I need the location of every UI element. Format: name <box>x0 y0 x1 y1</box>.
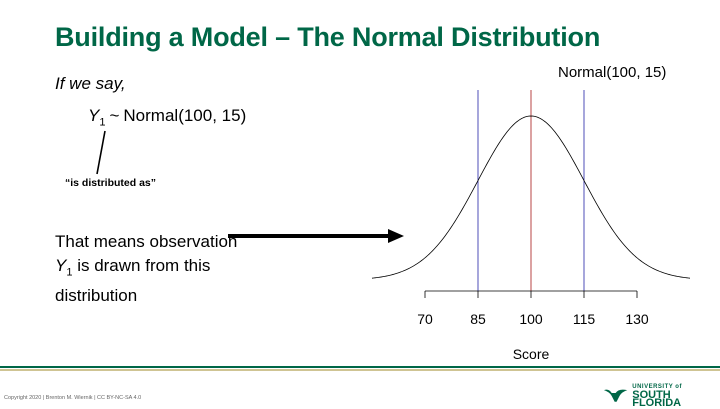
body-text: That means observation Y1 is drawn from … <box>55 230 270 308</box>
body-line-1: That means observation <box>55 232 238 251</box>
x-tick-label-115: 115 <box>573 311 596 327</box>
logo-small-text: UNIVERSITY of <box>632 384 682 390</box>
annotation-label: “is distributed as” <box>65 177 157 189</box>
x-axis-label: Score <box>513 346 550 362</box>
usf-logo: UNIVERSITY of SOUTH FLORIDA <box>603 383 720 409</box>
formula-variable: Y <box>88 106 100 125</box>
copyright-text: Copyright 2020 | Brenton M. Wiernik | CC… <box>4 395 142 401</box>
body-line-2-rest: is drawn from this <box>72 256 211 275</box>
chart-title: Normal(100, 15) <box>558 64 667 81</box>
intro-text: If we say, <box>55 74 126 93</box>
right-arrow <box>228 229 404 243</box>
tilde-symbol: ~ <box>109 106 120 125</box>
logo-big-text: SOUTH FLORIDA <box>632 389 682 409</box>
x-tick-label-100: 100 <box>519 311 543 327</box>
density-curve <box>371 115 691 279</box>
bull-logo-icon <box>603 389 628 402</box>
formula: Y1 ~ Normal(100, 15) <box>88 106 246 128</box>
x-tick-label-70: 70 <box>417 311 433 327</box>
slide-title: Building a Model – The Normal Distributi… <box>55 22 601 52</box>
body-variable: Y <box>55 256 67 275</box>
body-line-3: distribution <box>55 286 138 306</box>
normal-distribution-chart: 70 85 100 115 130 Score <box>371 90 691 362</box>
body-line-2: Y1 is drawn from this <box>55 254 270 284</box>
formula-distribution: Normal(100, 15) <box>123 106 247 125</box>
x-tick-label-85: 85 <box>470 311 486 327</box>
body-subscript: 1 <box>66 266 73 279</box>
formula-subscript: 1 <box>99 116 106 129</box>
footer-band <box>0 366 720 372</box>
x-tick-label-130: 130 <box>625 311 649 327</box>
